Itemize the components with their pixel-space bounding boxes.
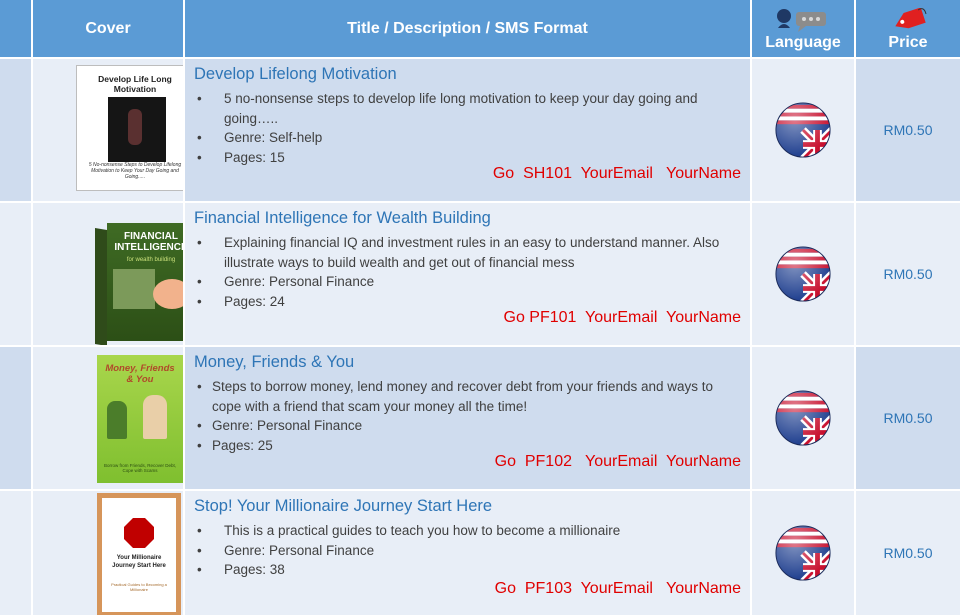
header-cover-label: Cover xyxy=(85,19,131,37)
genre-text: Genre: Self-help xyxy=(224,130,323,145)
book-cover-image[interactable]: FINANCIAL INTELLIGENCE for wealth buildi… xyxy=(95,223,185,345)
description-text: Explaining financial IQ and investment r… xyxy=(224,235,720,270)
book-title-link[interactable]: Financial Intelligence for Wealth Buildi… xyxy=(194,209,491,227)
header-title-label: Title / Description / SMS Format xyxy=(347,19,588,37)
cover-front: FINANCIAL INTELLIGENCE for wealth buildi… xyxy=(107,223,185,341)
sms-format-text: Go PF103 YourEmail YourName xyxy=(494,580,741,597)
price-cell: RM0.50 xyxy=(856,203,960,347)
book-cover-image[interactable]: Develop Life Long Motivation 5 No-nonsen… xyxy=(76,65,183,191)
cover-subtitle-text: Borrow from Friends, Recover Debt, Cope … xyxy=(103,463,177,473)
language-cell xyxy=(752,491,856,615)
cover-money-graphic xyxy=(113,269,155,309)
language-cell xyxy=(752,347,856,491)
header-cover: Cover xyxy=(33,0,185,59)
list-item: • This is a practical guides to teach you… xyxy=(194,521,744,541)
list-item: • Steps to borrow money, lend money and r… xyxy=(194,377,744,416)
cover-title-text: Develop Life Long Motivation xyxy=(98,74,172,94)
sms-format-text: Go PF102 YourEmail YourName xyxy=(494,453,741,470)
cover-cell: Your Millionaire Journey Start Here Prac… xyxy=(33,491,185,615)
description-text: 5 no-nonsense steps to develop life long… xyxy=(224,91,698,126)
list-item: • Genre: Self-help xyxy=(194,128,744,148)
uk-flag-icon xyxy=(775,525,831,581)
pages-text: Pages: 38 xyxy=(224,562,285,577)
cover-cell: Develop Life Long Motivation 5 No-nonsen… xyxy=(33,59,185,203)
header-language-label: Language xyxy=(765,34,841,51)
description-cell: Stop! Your Millionaire Journey Start Her… xyxy=(185,491,752,615)
row-index-cell xyxy=(0,59,33,203)
cover-piggy-bank-graphic xyxy=(153,279,183,309)
list-item: • Pages: 25 xyxy=(194,436,744,456)
book-description-list: • Steps to borrow money, lend money and r… xyxy=(194,377,744,455)
book-description-list: • 5 no-nonsense steps to develop life lon… xyxy=(194,89,744,167)
cover-subtitle-text: Practical Guides to Becoming a Millionai… xyxy=(111,582,167,592)
list-item: • Pages: 24 xyxy=(194,292,744,312)
pages-text: Pages: 24 xyxy=(224,293,285,309)
book-description-list: • This is a practical guides to teach you… xyxy=(194,521,744,580)
header-index-cell xyxy=(0,0,33,59)
stop-hand-icon xyxy=(124,518,154,548)
pages-text: Pages: 25 xyxy=(212,437,273,453)
description-text: Steps to borrow money, lend money and re… xyxy=(212,379,714,414)
cover-figure-graphic xyxy=(107,401,127,439)
list-item: • Pages: 15 xyxy=(194,148,744,168)
price-text: RM0.50 xyxy=(883,266,933,282)
language-cell xyxy=(752,59,856,203)
description-cell: Financial Intelligence for Wealth Buildi… xyxy=(185,203,752,347)
cover-spine xyxy=(95,227,107,345)
price-text: RM0.50 xyxy=(883,122,933,138)
cover-photo xyxy=(108,97,166,162)
list-item: • 5 no-nonsense steps to develop life lon… xyxy=(194,89,744,128)
list-item: • Genre: Personal Finance xyxy=(194,416,744,436)
list-item: • Genre: Personal Finance xyxy=(194,541,744,561)
header-price: Price xyxy=(856,0,960,59)
book-cover-image[interactable]: Money, Friends & You Borrow from Friends… xyxy=(97,355,183,485)
cover-title-text: Your Millionaire Journey Start Here xyxy=(112,555,166,569)
genre-text: Genre: Personal Finance xyxy=(224,542,375,558)
list-item: • Pages: 38 xyxy=(194,560,744,580)
sms-format-text: Go PF101 YourEmail YourName xyxy=(503,309,741,326)
uk-flag-icon xyxy=(775,102,831,158)
cover-figure-graphic xyxy=(143,395,167,439)
uk-flag-icon xyxy=(775,390,831,446)
cover-front: Money, Friends & You Borrow from Friends… xyxy=(97,355,183,483)
cover-cell: FINANCIAL INTELLIGENCE for wealth buildi… xyxy=(33,203,185,347)
genre-text: Genre: Personal Finance xyxy=(212,418,363,433)
price-text: RM0.50 xyxy=(883,410,933,426)
language-cell xyxy=(752,203,856,347)
header-price-label: Price xyxy=(888,34,928,51)
price-text: RM0.50 xyxy=(883,545,933,561)
book-title-link[interactable]: Stop! Your Millionaire Journey Start Her… xyxy=(194,497,493,515)
cover-title-text: Money, Friends & You xyxy=(105,363,175,385)
price-cell: RM0.50 xyxy=(856,491,960,615)
row-index-cell xyxy=(0,203,33,347)
description-text: This is a practical guides to teach you … xyxy=(224,523,621,538)
header-title-description: Title / Description / SMS Format xyxy=(185,0,752,59)
description-cell: Develop Lifelong Motivation • 5 no-nonsen… xyxy=(185,59,752,203)
cover-subtitle-text: for wealth building xyxy=(126,257,176,263)
book-cover-image[interactable]: Your Millionaire Journey Start Here Prac… xyxy=(97,493,181,615)
book-title-link[interactable]: Develop Lifelong Motivation xyxy=(194,65,397,83)
genre-text: Genre: Personal Finance xyxy=(224,274,375,289)
list-item: • Explaining financial IQ and investment … xyxy=(194,233,744,272)
price-cell: RM0.50 xyxy=(856,347,960,491)
sms-format-text: Go SH101 YourEmail YourName xyxy=(492,165,741,182)
cover-front: Your Millionaire Journey Start Here Prac… xyxy=(102,498,176,612)
description-cell: Money, Friends & You • Steps to borrow mo… xyxy=(185,347,752,491)
cover-title-text: FINANCIAL INTELLIGENCE xyxy=(114,231,185,253)
row-index-cell xyxy=(0,347,33,491)
list-item: • Genre: Personal Finance xyxy=(194,272,744,292)
price-tag-icon xyxy=(895,8,927,29)
book-description-list: • Explaining financial IQ and investment … xyxy=(194,233,744,311)
pages-text: Pages: 15 xyxy=(224,149,285,165)
cover-subtitle-text: 5 No-nonsense Steps to Develop Lifelong … xyxy=(88,162,182,180)
speech-bubble-icon xyxy=(777,9,826,32)
uk-flag-icon xyxy=(775,246,831,302)
row-index-cell xyxy=(0,491,33,615)
header-language: Language xyxy=(752,0,856,59)
book-title-link[interactable]: Money, Friends & You xyxy=(194,353,355,371)
cover-cell: Money, Friends & You Borrow from Friends… xyxy=(33,347,185,491)
price-cell: RM0.50 xyxy=(856,59,960,203)
